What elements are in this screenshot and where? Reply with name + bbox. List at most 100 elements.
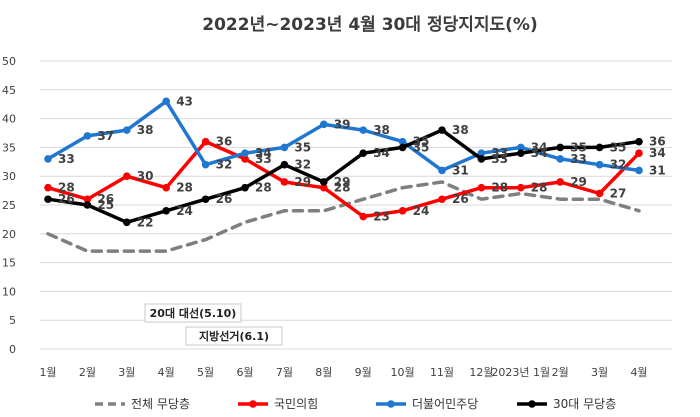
- data-point: [595, 160, 604, 169]
- y-tick-label: 35: [2, 141, 16, 154]
- data-point: [280, 143, 289, 152]
- y-tick-label: 50: [2, 55, 16, 68]
- y-tick-label: 40: [2, 113, 16, 126]
- x-tick-label: 8월: [315, 366, 332, 379]
- data-point: [162, 206, 170, 215]
- data-label: 32: [294, 158, 311, 172]
- gridlines: [40, 60, 672, 350]
- annotation-local-election-text: 지방선거(6.1): [199, 329, 269, 343]
- legend-marker: [387, 400, 395, 408]
- legend-item-3: 30대 무당층: [517, 397, 616, 411]
- data-point: [556, 178, 564, 186]
- data-point: [123, 126, 131, 134]
- legend-marker: [249, 400, 257, 408]
- data-label: 36: [216, 135, 233, 149]
- data-label: 26: [58, 192, 75, 206]
- data-point: [517, 143, 525, 152]
- data-point: [398, 137, 407, 146]
- data-point: [241, 149, 249, 157]
- data-label: 34: [649, 146, 666, 160]
- data-label: 25: [97, 198, 114, 212]
- data-point: [280, 178, 289, 186]
- x-tick-label: 2월: [79, 366, 96, 379]
- data-label: 35: [413, 135, 430, 149]
- y-tick-label: 10: [2, 285, 16, 298]
- series-line-2: [46, 99, 641, 173]
- y-tick-label: 0: [9, 343, 16, 356]
- data-point: [517, 149, 525, 157]
- data-point: [44, 155, 52, 163]
- data-point: [556, 155, 564, 163]
- data-point: [438, 166, 446, 175]
- data-label: 31: [452, 163, 469, 177]
- series-0: [46, 180, 641, 253]
- data-point: [517, 183, 525, 192]
- data-label: 33: [255, 152, 272, 166]
- data-point: [398, 206, 407, 215]
- data-label: 38: [373, 123, 390, 137]
- data-label: 33: [491, 146, 508, 160]
- data-point: [477, 155, 486, 163]
- data-label: 27: [610, 186, 627, 200]
- x-tick-label: 10월: [391, 366, 415, 379]
- data-label: 43: [176, 94, 193, 108]
- data-label: 36: [649, 135, 666, 149]
- data-label: 31: [649, 163, 666, 177]
- data-label: 22: [137, 215, 154, 229]
- data-point: [477, 149, 486, 157]
- legend-item-1: 국민의힘: [238, 397, 318, 411]
- data-label: 33: [58, 152, 75, 166]
- data-label: 35: [610, 140, 627, 154]
- y-axis: 0 5 10 15 20 25 30 35 40 45 50: [2, 55, 16, 356]
- data-point: [635, 166, 643, 175]
- data-point: [162, 97, 170, 106]
- data-point: [477, 183, 486, 192]
- data-label: 28: [58, 181, 75, 195]
- data-label: 26: [216, 192, 233, 206]
- y-tick-label: 30: [2, 170, 16, 183]
- legend-label: 30대 무당층: [553, 397, 616, 411]
- legend-label: 더불어민주당: [412, 397, 478, 411]
- x-tick-label: 4월: [630, 366, 647, 379]
- data-point: [44, 195, 52, 204]
- data-label: 28: [531, 181, 548, 195]
- legend: 전체 무당층 국민의힘 더불어민주당 30대 무당층: [95, 397, 616, 411]
- data-label: 29: [294, 175, 311, 189]
- data-label: 35: [294, 140, 311, 154]
- data-label: 29: [334, 175, 351, 189]
- data-label: 34: [531, 146, 548, 160]
- x-tick-label: 5월: [197, 366, 214, 379]
- data-label: 39: [334, 117, 351, 131]
- legend-item-2: 더불어민주당: [376, 397, 478, 411]
- x-tick-label: 9월: [355, 366, 372, 379]
- data-label: 34: [373, 146, 390, 160]
- data-label: 30: [137, 169, 154, 183]
- legend-label: 국민의힘: [274, 397, 318, 411]
- y-tick-label: 15: [2, 257, 16, 270]
- x-tick-label: 11월: [430, 366, 454, 379]
- data-label: 24: [176, 204, 193, 218]
- data-point: [83, 195, 92, 204]
- x-tick-label: 7월: [276, 366, 293, 379]
- data-point: [280, 160, 289, 169]
- x-tick-label: 3월: [118, 366, 135, 379]
- x-tick-label: 3월: [591, 366, 608, 379]
- annotations: 20대 대선(5.10) 지방선거(6.1): [144, 303, 283, 346]
- data-point: [241, 155, 249, 163]
- data-point: [635, 137, 643, 146]
- data-label: 33: [570, 152, 587, 166]
- y-tick-label: 45: [2, 84, 16, 97]
- data-label: 24: [413, 204, 430, 218]
- data-label: 26: [97, 192, 114, 206]
- data-point: [438, 195, 446, 204]
- data-label: 35: [413, 140, 430, 154]
- data-label: 28: [334, 181, 351, 195]
- x-tick-label: 2023년 1월: [491, 366, 550, 379]
- series-line-1: [46, 139, 641, 219]
- y-tick-label: 5: [9, 314, 16, 327]
- x-tick-label: 2월: [552, 366, 569, 379]
- y-tick-label: 20: [2, 228, 16, 241]
